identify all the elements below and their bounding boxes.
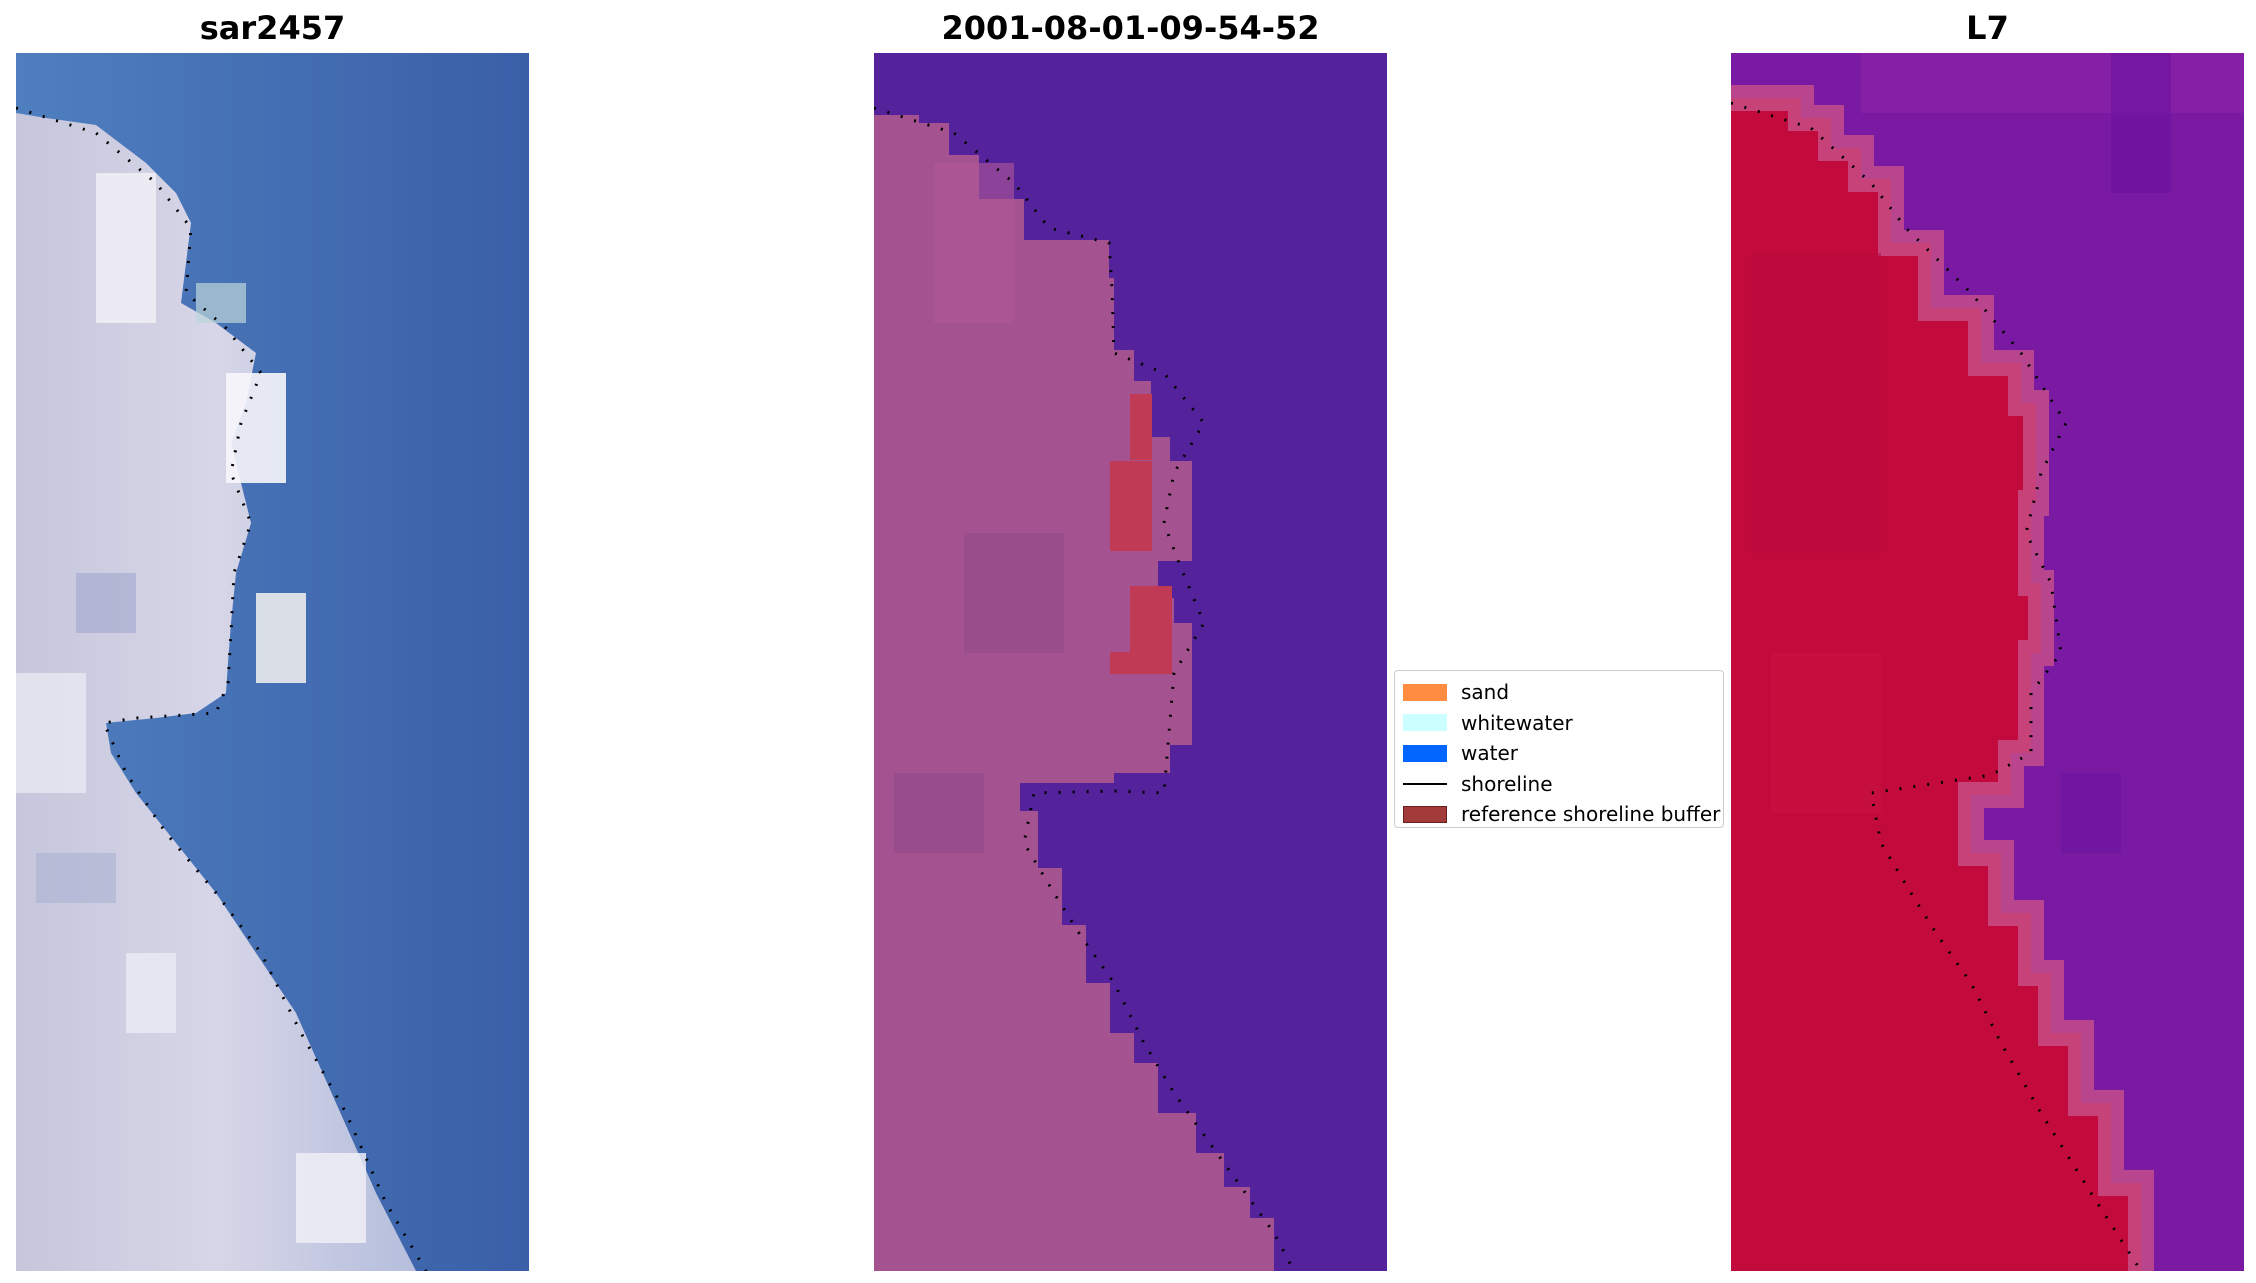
mndwi-image-panel [1731, 53, 2244, 1271]
panel-title-mndwi: L7 [1966, 9, 2009, 47]
legend-item-reference-buffer: reference shoreline buffer [1403, 799, 1723, 827]
classified-image-panel [874, 53, 1387, 1271]
legend-line-shoreline [1403, 782, 1447, 785]
rgb-land-area [16, 113, 416, 1271]
legend-label-shoreline: shoreline [1461, 771, 1553, 796]
legend-label-whitewater: whitewater [1461, 710, 1573, 735]
legend-swatch-whitewater [1403, 714, 1447, 732]
legend-item-sand: sand [1403, 677, 1723, 708]
panel-title-classified: 2001-08-01-09-54-52 [941, 9, 1320, 47]
legend-item-shoreline: shoreline [1403, 769, 1723, 800]
mndwi-image [1731, 53, 2244, 1271]
legend-swatch-water [1403, 744, 1447, 762]
legend-swatch-reference-buffer [1403, 805, 1447, 823]
legend-label-water: water [1461, 741, 1518, 766]
legend: sand whitewater water shoreline referenc… [1394, 670, 1724, 828]
rgb-image-panel [16, 53, 529, 1271]
panel-title-rgb: sar2457 [199, 9, 346, 47]
classified-image [874, 53, 1387, 1271]
rgb-image [16, 53, 529, 1271]
legend-item-water: water [1403, 738, 1723, 769]
legend-swatch-sand [1403, 683, 1447, 701]
classified-land-area [874, 115, 1274, 1271]
classified-buffer-area [1130, 394, 1152, 460]
legend-label-reference-buffer: reference shoreline buffer [1461, 802, 1721, 827]
legend-label-sand: sand [1461, 680, 1510, 705]
legend-item-whitewater: whitewater [1403, 708, 1723, 739]
